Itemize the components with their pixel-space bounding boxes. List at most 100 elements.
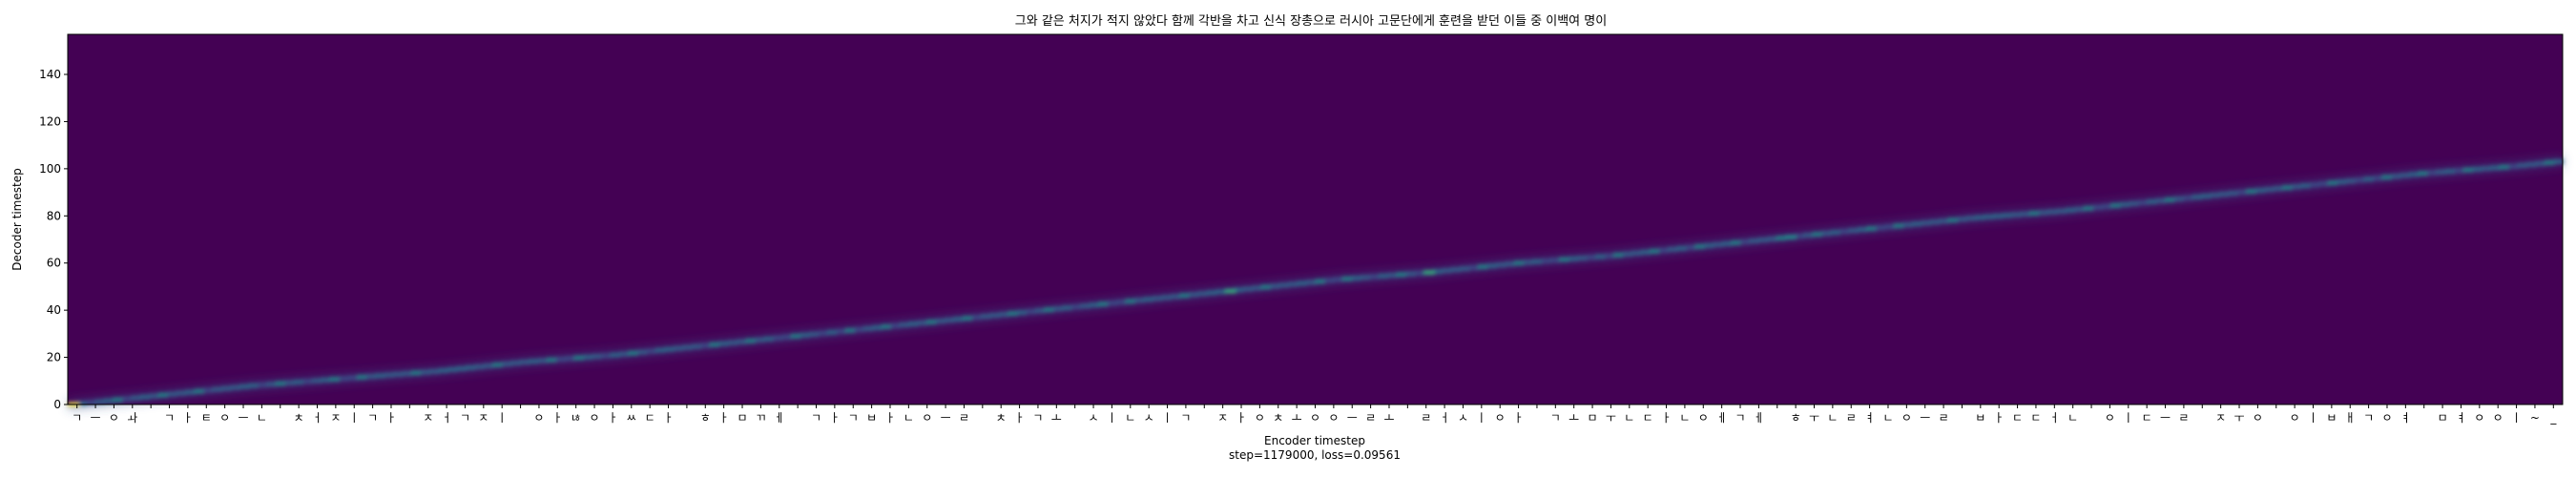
heat-cell bbox=[139, 394, 151, 400]
step-loss-footer: step=1179000, loss=0.09561 bbox=[1229, 448, 1401, 462]
heat-cell bbox=[2246, 189, 2256, 195]
y-tick-label: 20 bbox=[47, 351, 61, 364]
heat-cell bbox=[917, 320, 928, 325]
heat-cell bbox=[2101, 203, 2112, 209]
heat-cell bbox=[1206, 290, 1217, 296]
heat-cell bbox=[438, 367, 448, 373]
x-tick-label: ㅗ bbox=[1383, 411, 1394, 425]
heat-cell bbox=[2418, 171, 2428, 176]
heat-cell bbox=[1333, 277, 1343, 282]
heat-cell bbox=[1414, 270, 1425, 276]
heat-cell bbox=[854, 326, 864, 332]
x-tick-label: ㅣ bbox=[1476, 411, 1486, 425]
heat-cell bbox=[519, 360, 530, 365]
heat-cell bbox=[293, 380, 304, 385]
heat-cell bbox=[1052, 306, 1064, 312]
x-axis-label: Encoder timestep bbox=[1264, 434, 1365, 447]
heat-cell bbox=[1559, 257, 1569, 262]
heat-cell bbox=[1306, 280, 1317, 285]
x-tick-label: ㄹ bbox=[1846, 411, 1857, 425]
heat-cell bbox=[971, 315, 982, 321]
heat-cell bbox=[881, 323, 892, 329]
x-tick-label: ㅊ bbox=[996, 411, 1007, 425]
heat-cell bbox=[2110, 202, 2121, 208]
heat-cell bbox=[447, 366, 458, 372]
heat-cell bbox=[2065, 207, 2076, 213]
heat-cell bbox=[1152, 296, 1163, 301]
heat-cell bbox=[1116, 300, 1127, 305]
y-axis: 0 20 40 60 80 100 120 140 bbox=[39, 68, 68, 411]
x-tick-label: ㅣ bbox=[497, 411, 508, 425]
heat-cell bbox=[1622, 251, 1633, 257]
heat-cell bbox=[2426, 170, 2438, 176]
x-tick-label: ㄹ bbox=[959, 411, 969, 425]
heat-cell bbox=[781, 334, 792, 340]
heat-cell bbox=[763, 336, 775, 342]
heat-cell bbox=[1721, 240, 1733, 246]
heat-cell bbox=[1179, 293, 1190, 299]
heat-cell bbox=[2137, 199, 2149, 205]
x-tick-label: ㅕ bbox=[2400, 411, 2411, 425]
heat-cell bbox=[248, 383, 259, 388]
heat-cell bbox=[176, 390, 187, 396]
x-axis: ㄱㅡㅇㅘ ㄱㅏㅌㅇㅡㄴ ㅊㅓㅈㅣㄱㅏ ㅈㅓㄱㅈㅣ ㅇㅏㄶㅇㅏㅆㄷㅏ ㅎㅏㅁㄲㅔ … bbox=[72, 404, 2557, 425]
heat-cell bbox=[592, 354, 603, 360]
heat-cell bbox=[628, 350, 638, 356]
heat-cell bbox=[1197, 291, 1208, 297]
x-tick-label: ㅈ bbox=[2215, 411, 2226, 425]
x-tick-label: ㅏ bbox=[552, 411, 563, 425]
heat-cell bbox=[1866, 226, 1877, 232]
heat-cell bbox=[339, 376, 349, 382]
x-tick-label: ㅅ bbox=[1144, 411, 1154, 425]
heat-cell bbox=[121, 396, 133, 402]
heat-cell bbox=[113, 397, 123, 403]
heat-cell bbox=[1242, 286, 1254, 292]
heat-cell bbox=[1848, 228, 1859, 234]
heat-cell bbox=[1513, 260, 1525, 266]
x-tick-label: ㅈ bbox=[423, 411, 433, 425]
heat-cell bbox=[555, 357, 567, 363]
x-tick-label: ㅇ bbox=[2105, 411, 2115, 425]
heat-cell bbox=[1070, 304, 1082, 310]
heat-cell bbox=[375, 373, 385, 379]
heat-cell bbox=[826, 329, 838, 335]
heat-cell bbox=[2444, 169, 2456, 175]
x-tick-label: ㅇ bbox=[1901, 411, 1912, 425]
x-tick-label: ㄱ bbox=[2363, 411, 2374, 425]
x-tick-label: ㄱ bbox=[1032, 411, 1043, 425]
x-tick-label: ㄴ bbox=[2067, 411, 2078, 425]
x-tick-label: ㅇ bbox=[1698, 411, 1709, 425]
x-tick-label: ㄷ bbox=[2012, 411, 2023, 425]
heat-cell bbox=[2309, 182, 2320, 188]
heat-cell bbox=[257, 382, 268, 387]
heat-cell bbox=[510, 361, 521, 366]
heat-cell bbox=[601, 353, 612, 359]
heat-cell bbox=[1098, 301, 1109, 307]
heat-cell bbox=[2264, 187, 2275, 193]
heat-cell bbox=[618, 351, 630, 357]
heat-cell bbox=[1405, 271, 1416, 277]
x-tick-label: ㅓ bbox=[442, 411, 452, 425]
x-tick-label: ㅅ bbox=[1458, 411, 1468, 425]
heat-cell bbox=[483, 363, 494, 368]
heat-cell bbox=[998, 312, 1009, 318]
heat-cell bbox=[2408, 172, 2420, 177]
heat-cell bbox=[1577, 256, 1588, 261]
y-axis-label: Decoder timestep bbox=[10, 168, 24, 270]
x-tick-label: ㅏ bbox=[884, 411, 895, 425]
x-tick-label: ㅜ bbox=[1809, 411, 1819, 425]
heat-cell bbox=[1486, 263, 1497, 269]
x-tick-label: ㅣ bbox=[2308, 411, 2318, 425]
x-tick-label: ㅁ bbox=[1588, 411, 1598, 425]
x-tick-label: ㅇ bbox=[1310, 411, 1320, 425]
x-tick-label: ㅣ bbox=[349, 411, 360, 425]
heat-cell bbox=[357, 374, 367, 380]
heat-cell bbox=[2481, 166, 2492, 172]
heat-cell bbox=[2363, 176, 2375, 182]
x-tick-label: ㅘ bbox=[127, 411, 137, 425]
heat-cell bbox=[1939, 218, 1949, 224]
heat-cell bbox=[1016, 310, 1028, 316]
heat-cell bbox=[1812, 232, 1823, 238]
x-tick-label: ㅣ bbox=[1162, 411, 1173, 425]
heat-cell bbox=[1658, 247, 1670, 253]
